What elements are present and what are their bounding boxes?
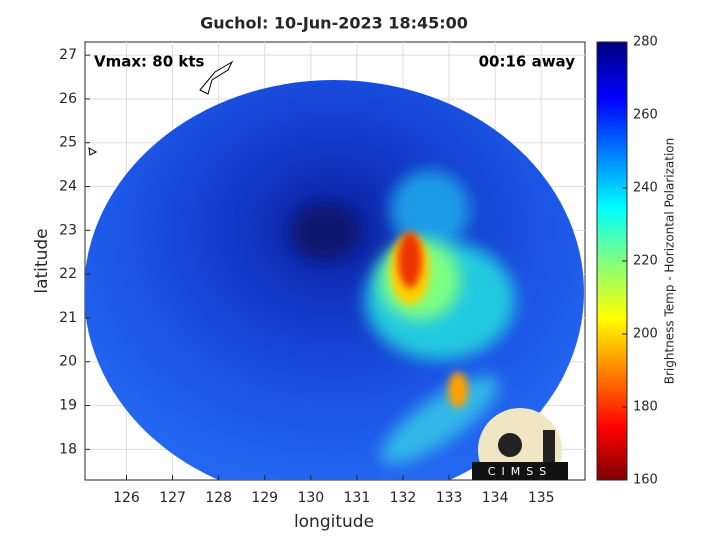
colorbar-tick-label: 280: [633, 35, 658, 50]
colorbar-tick-label: 260: [633, 108, 658, 123]
colorbar-tick-label: 220: [633, 254, 658, 269]
x-axis-label: longitude: [294, 512, 374, 532]
time-label: 00:16 away: [479, 53, 576, 71]
x-tick-label: 133: [436, 490, 463, 506]
colorbar-tick-label: 240: [633, 181, 658, 196]
y-tick-label: 20: [59, 354, 77, 370]
brightness-image: CIMSS: [85, 60, 584, 480]
y-tick-label: 24: [59, 179, 77, 195]
colorbar-tick-label: 200: [633, 327, 658, 342]
x-tick-label: 135: [528, 490, 555, 506]
y-tick-label: 25: [59, 135, 77, 151]
x-tick-label: 131: [344, 490, 371, 506]
y-tick-label: 23: [59, 222, 77, 238]
y-tick-label: 21: [59, 310, 77, 326]
colorbar-label: Brightness Temp - Horizontal Polarizatio…: [663, 138, 677, 385]
intensity-label: Vmax: 80 kts: [94, 53, 204, 71]
colorbar-tick-label: 160: [633, 473, 658, 488]
title: Guchol: 10-Jun-2023 18:45:00: [200, 14, 468, 33]
x-tick-label: 130: [297, 490, 324, 506]
y-tick-label: 26: [59, 91, 77, 107]
y-tick-label: 19: [59, 398, 77, 414]
y-axis-label: latitude: [32, 228, 52, 293]
colorbar-tick-label: 180: [633, 400, 658, 415]
x-tick-label: 126: [113, 490, 140, 506]
x-tick-label: 128: [205, 490, 232, 506]
x-tick-label: 132: [390, 490, 417, 506]
x-tick-label: 127: [159, 490, 186, 506]
logo: CIMSS: [472, 408, 568, 480]
y-tick-label: 18: [59, 441, 77, 457]
y-tick-label: 22: [59, 266, 77, 282]
logo-text: CIMSS: [488, 465, 552, 478]
y-tick-label: 27: [59, 47, 77, 63]
x-tick-label: 129: [251, 490, 278, 506]
x-tick-label: 134: [482, 490, 509, 506]
